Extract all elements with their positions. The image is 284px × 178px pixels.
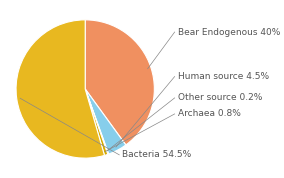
Text: Bacteria 54.5%: Bacteria 54.5% [122, 150, 191, 159]
Wedge shape [16, 20, 105, 158]
Wedge shape [85, 89, 108, 155]
Wedge shape [85, 89, 108, 154]
Wedge shape [85, 20, 154, 145]
Wedge shape [85, 89, 126, 154]
Text: Bear Endogenous 40%: Bear Endogenous 40% [178, 28, 280, 36]
Text: Human source 4.5%: Human source 4.5% [178, 72, 269, 81]
Text: Archaea 0.8%: Archaea 0.8% [178, 109, 240, 118]
Text: Other source 0.2%: Other source 0.2% [178, 93, 262, 102]
